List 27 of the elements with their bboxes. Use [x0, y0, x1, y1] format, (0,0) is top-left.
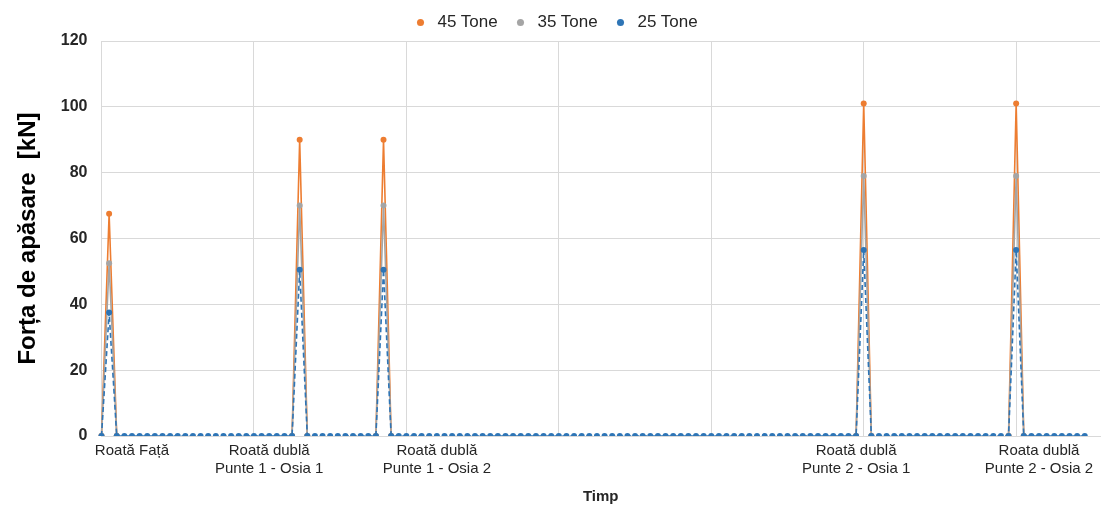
y-axis-title: Forța de apăsare [kN] [13, 112, 42, 365]
x-tick-label: Roată Față [94, 441, 170, 459]
point [1013, 172, 1020, 179]
y-tick-label: 40 [69, 294, 88, 312]
point [860, 172, 867, 179]
point [106, 260, 113, 267]
x-tick-label: Roată dublă Punte 1 - Osia 1 [214, 441, 324, 477]
point [380, 136, 387, 143]
y-tick-label: 80 [69, 163, 88, 181]
x-tick-label: Roata dublă Punte 2 - Osia 2 [984, 441, 1094, 477]
x-tick-label: Roată dublă Punte 2 - Osia 1 [801, 441, 911, 477]
legend-label: 35 Tone [537, 12, 598, 32]
x-axis-title: Timp [582, 487, 619, 505]
point [380, 202, 387, 209]
point [860, 100, 867, 107]
y-tick-label: 20 [69, 360, 88, 378]
point [296, 136, 303, 143]
legend-label: 25 Tone [637, 12, 698, 32]
legend-label: 45 Tone [437, 12, 498, 32]
point [106, 210, 113, 217]
x-tick-label: Roată dublă Punte 1 - Osia 2 [382, 441, 492, 477]
y-tick-label: 0 [78, 426, 88, 444]
y-tick-label: 120 [60, 31, 88, 49]
y-tick-label: 100 [60, 97, 88, 115]
point [1013, 100, 1020, 107]
y-tick-label: 60 [69, 228, 88, 246]
point [296, 202, 303, 209]
